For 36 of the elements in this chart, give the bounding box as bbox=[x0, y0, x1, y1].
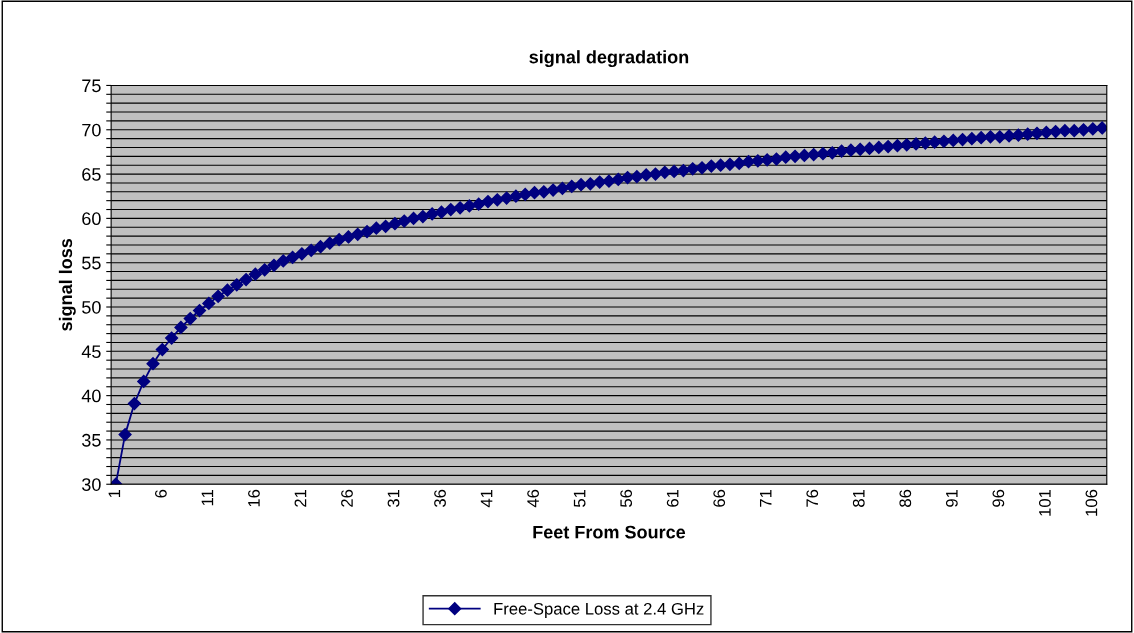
y-tick-label: 65 bbox=[82, 168, 101, 181]
y-tick-label: 55 bbox=[82, 256, 101, 270]
x-tick-label: 101 bbox=[1038, 489, 1051, 516]
x-tick-label: 66 bbox=[713, 489, 726, 507]
x-tick-label: 21 bbox=[294, 489, 307, 507]
x-tick-label: 71 bbox=[759, 489, 772, 507]
y-tick-label: 40 bbox=[81, 389, 101, 403]
y-tick-label: 30 bbox=[82, 478, 101, 491]
y-tick-label: 50 bbox=[82, 300, 101, 314]
x-tick-label: 51 bbox=[573, 489, 586, 507]
y-tick-label: 35 bbox=[82, 433, 101, 447]
x-tick-label: 11 bbox=[201, 489, 214, 506]
x-tick-label: 76 bbox=[806, 489, 819, 507]
x-tick-label: 96 bbox=[992, 489, 1005, 507]
y-axis-title: signal loss bbox=[58, 238, 76, 331]
x-tick-label: 1 bbox=[108, 489, 121, 498]
x-tick-label: 56 bbox=[620, 489, 633, 507]
x-tick-label: 26 bbox=[341, 489, 353, 507]
x-tick-label: 61 bbox=[666, 489, 679, 507]
chart-title: signal degradation bbox=[529, 50, 689, 68]
y-tick-label: 45 bbox=[81, 345, 101, 359]
x-tick-label: 36 bbox=[434, 489, 446, 508]
x-tick-label: 46 bbox=[527, 489, 539, 508]
x-axis-title: Feet From Source bbox=[533, 525, 686, 539]
x-tick-label: 86 bbox=[899, 489, 912, 507]
x-tick-label: 106 bbox=[1085, 489, 1098, 516]
x-tick-label: 16 bbox=[248, 489, 260, 507]
y-tick-label: 70 bbox=[82, 123, 101, 137]
legend-label: Free-Space Loss at 2.4 GHz bbox=[494, 602, 704, 618]
y-tick-label: 60 bbox=[82, 212, 101, 226]
x-tick-label: 91 bbox=[945, 489, 958, 507]
y-tick-label: 75 bbox=[82, 79, 101, 93]
x-tick-label: 6 bbox=[154, 489, 167, 498]
x-tick-label: 31 bbox=[387, 489, 400, 508]
x-tick-label: 41 bbox=[480, 489, 493, 508]
x-tick-label: 81 bbox=[852, 489, 865, 507]
